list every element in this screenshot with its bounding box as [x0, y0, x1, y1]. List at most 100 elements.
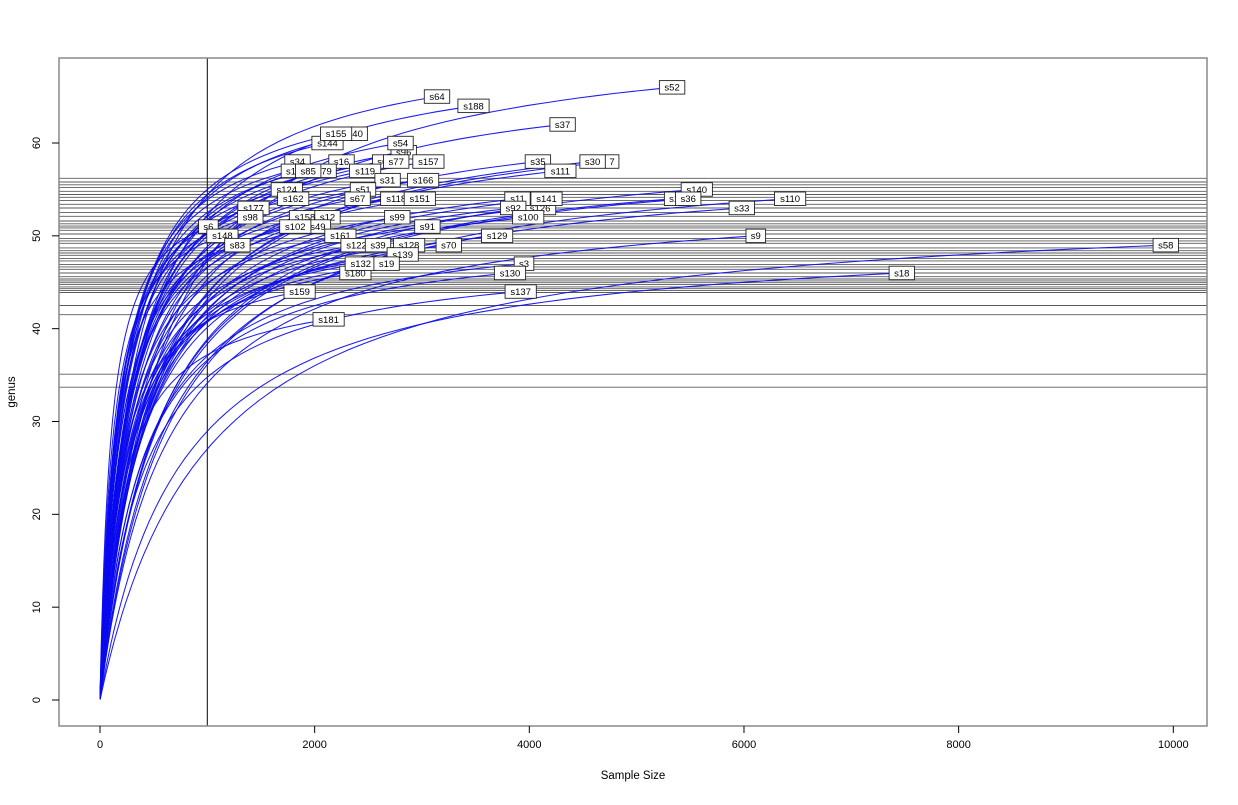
rarefaction-curve	[99, 198, 547, 699]
curve-label-box	[344, 191, 371, 206]
curve-label: 79	[316, 163, 337, 179]
y-axis-tick-label: 60	[31, 137, 43, 149]
curve-label-box	[457, 98, 490, 114]
curve-label: s33	[728, 200, 755, 216]
curve-label-text: s51	[355, 185, 370, 196]
x-axis-tick-label: 0	[97, 739, 103, 751]
curve-label-text: s70	[441, 241, 456, 252]
curve-label-text: s128	[399, 241, 420, 252]
curve-label: s19	[373, 256, 400, 271]
curve-label-text: s9	[751, 231, 761, 242]
curve-label: s98	[237, 210, 264, 225]
y-axis-tick-label: 10	[31, 601, 43, 613]
curve-label-text: s151	[409, 194, 430, 205]
curve-label-box	[658, 80, 686, 95]
curve-label-text: 79	[321, 166, 332, 177]
curve-label-text: s162	[283, 194, 304, 205]
curve-label-box	[1152, 237, 1179, 253]
curve-label-text: s118	[386, 194, 406, 205]
curve-label-box	[504, 284, 537, 299]
curve-label-text: s6	[203, 222, 213, 233]
curve-label-box	[387, 135, 414, 151]
curve-label: s155	[320, 126, 353, 141]
curve-label: s39	[364, 237, 392, 253]
curve-label: s111	[544, 163, 577, 179]
curve-label-text: s110	[780, 194, 800, 205]
y-axis-tick-label: 40	[31, 323, 43, 335]
x-axis-title: Sample Size	[601, 770, 666, 782]
curve-label-text: s124	[276, 185, 297, 196]
x-axis-tick-label: 10000	[1158, 739, 1189, 751]
curve-label-text: 40	[352, 129, 363, 140]
curve-label-text: s6	[377, 157, 387, 168]
curve-label-text: s158	[295, 213, 316, 224]
curve-label-text: s85	[301, 166, 316, 177]
curve-label-text: s137	[510, 287, 531, 298]
plot-border	[58, 57, 1208, 727]
curve-label-box	[675, 191, 702, 206]
curve-label-text: s35	[530, 157, 545, 168]
curve-label-box	[295, 163, 322, 179]
rarefaction-curve	[99, 290, 521, 699]
curve-label-box	[435, 237, 462, 253]
curve-label: s157	[412, 154, 445, 169]
curve-label-text: s144	[317, 138, 338, 149]
curve-label-text: s148	[212, 231, 233, 242]
curve-label-text: s91	[420, 222, 435, 233]
curve-label: s99	[384, 210, 411, 225]
curve-label-box	[888, 265, 915, 281]
curve-label-text: s140	[686, 185, 707, 196]
curve-label-text: s166	[413, 176, 434, 187]
curve-label-text: s161	[330, 231, 351, 242]
curve-label-text: s155	[326, 129, 347, 140]
curve-label: s83	[224, 237, 251, 253]
curve-label-box	[283, 284, 316, 299]
y-axis-tick-label: 20	[31, 508, 43, 520]
curve-label: s110	[774, 191, 807, 206]
curve-label: s9	[745, 228, 767, 244]
curve-label: s119	[349, 163, 382, 179]
curve-label-box	[524, 154, 552, 169]
curve-label-text: s1	[286, 166, 296, 177]
curve-label-text: s157	[418, 157, 439, 168]
curve-label-text: s54	[393, 138, 408, 149]
y-axis-title: genus	[6, 376, 18, 408]
curve-label-box	[374, 172, 401, 188]
x-axis-tick-label: 6000	[732, 739, 756, 751]
curve-label-text: s49	[310, 222, 325, 233]
curve-label: s67	[344, 191, 371, 206]
curve-label: 7	[604, 154, 620, 169]
curve-label: s35	[524, 154, 552, 169]
curve-label: s85	[295, 163, 322, 179]
curve-label: s77	[383, 154, 410, 169]
curve-label-text: s122	[346, 241, 367, 252]
curve-label-text: s129	[487, 231, 508, 242]
curve-label-text: s96	[396, 148, 411, 159]
curve-label-box	[481, 228, 514, 244]
rarefaction-curve	[99, 235, 756, 700]
rarefaction-curve	[99, 198, 791, 700]
curve-label: s64	[423, 89, 451, 104]
y-axis-tick-label: 0	[31, 697, 43, 703]
curve-label-text: s83	[230, 241, 245, 252]
curve-label: s102	[279, 219, 312, 234]
curve-label: s141	[530, 191, 563, 206]
curve-label-box	[728, 200, 755, 216]
x-axis-tick-label: 4000	[517, 739, 541, 751]
curve-label-box	[414, 219, 441, 234]
rarefaction-curve	[99, 179, 388, 698]
curve-label: s159	[283, 284, 316, 299]
curve-label-box	[579, 154, 606, 169]
curve-label: s70	[435, 237, 462, 253]
curve-label-box	[237, 210, 264, 225]
curve-label-text: s100	[518, 213, 539, 224]
curve-label: s132	[344, 256, 377, 271]
curve-label-text: s188	[463, 101, 484, 112]
curve-label-text: s31	[380, 176, 395, 187]
rarefaction-curve	[99, 198, 689, 700]
curve-label: s130	[493, 265, 527, 281]
curve-label: s151	[403, 191, 436, 206]
curve-label-box	[407, 172, 440, 188]
